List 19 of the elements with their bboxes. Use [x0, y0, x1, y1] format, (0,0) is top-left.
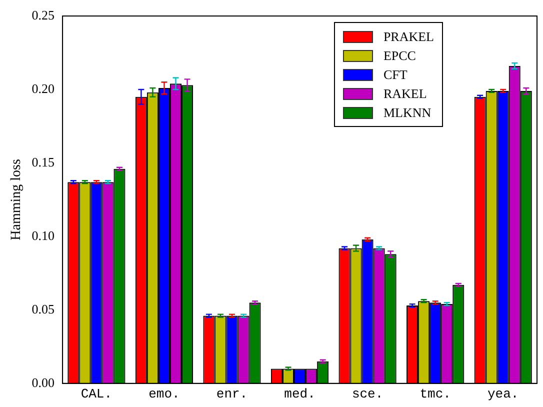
y-tick-label: 0.10: [32, 228, 55, 243]
legend-label: PRAKEL: [383, 28, 434, 44]
x-tick-label: yea.: [488, 386, 519, 402]
legend-label: CFT: [383, 66, 408, 82]
y-axis-title: Hamming loss: [9, 159, 24, 240]
legend-label: EPCC: [383, 48, 416, 64]
x-tick-label: enr.: [216, 386, 248, 402]
y-tick-label: 0.00: [32, 374, 55, 390]
x-tick-label: med.: [284, 386, 316, 402]
x-tick-label: CAL.: [80, 386, 112, 402]
y-tick-label: 0.25: [32, 7, 55, 22]
y-tick-label: 0.20: [32, 80, 55, 96]
y-tick-label: 0.15: [32, 154, 55, 170]
y-tick-label: 0.05: [32, 301, 55, 316]
x-tick-label: tmc.: [420, 386, 451, 402]
x-tick-label: sce.: [352, 386, 384, 402]
x-tick-label: emo.: [148, 386, 180, 402]
legend-label: MLKNN: [383, 104, 432, 120]
legend-label: RAKEL: [383, 86, 427, 102]
